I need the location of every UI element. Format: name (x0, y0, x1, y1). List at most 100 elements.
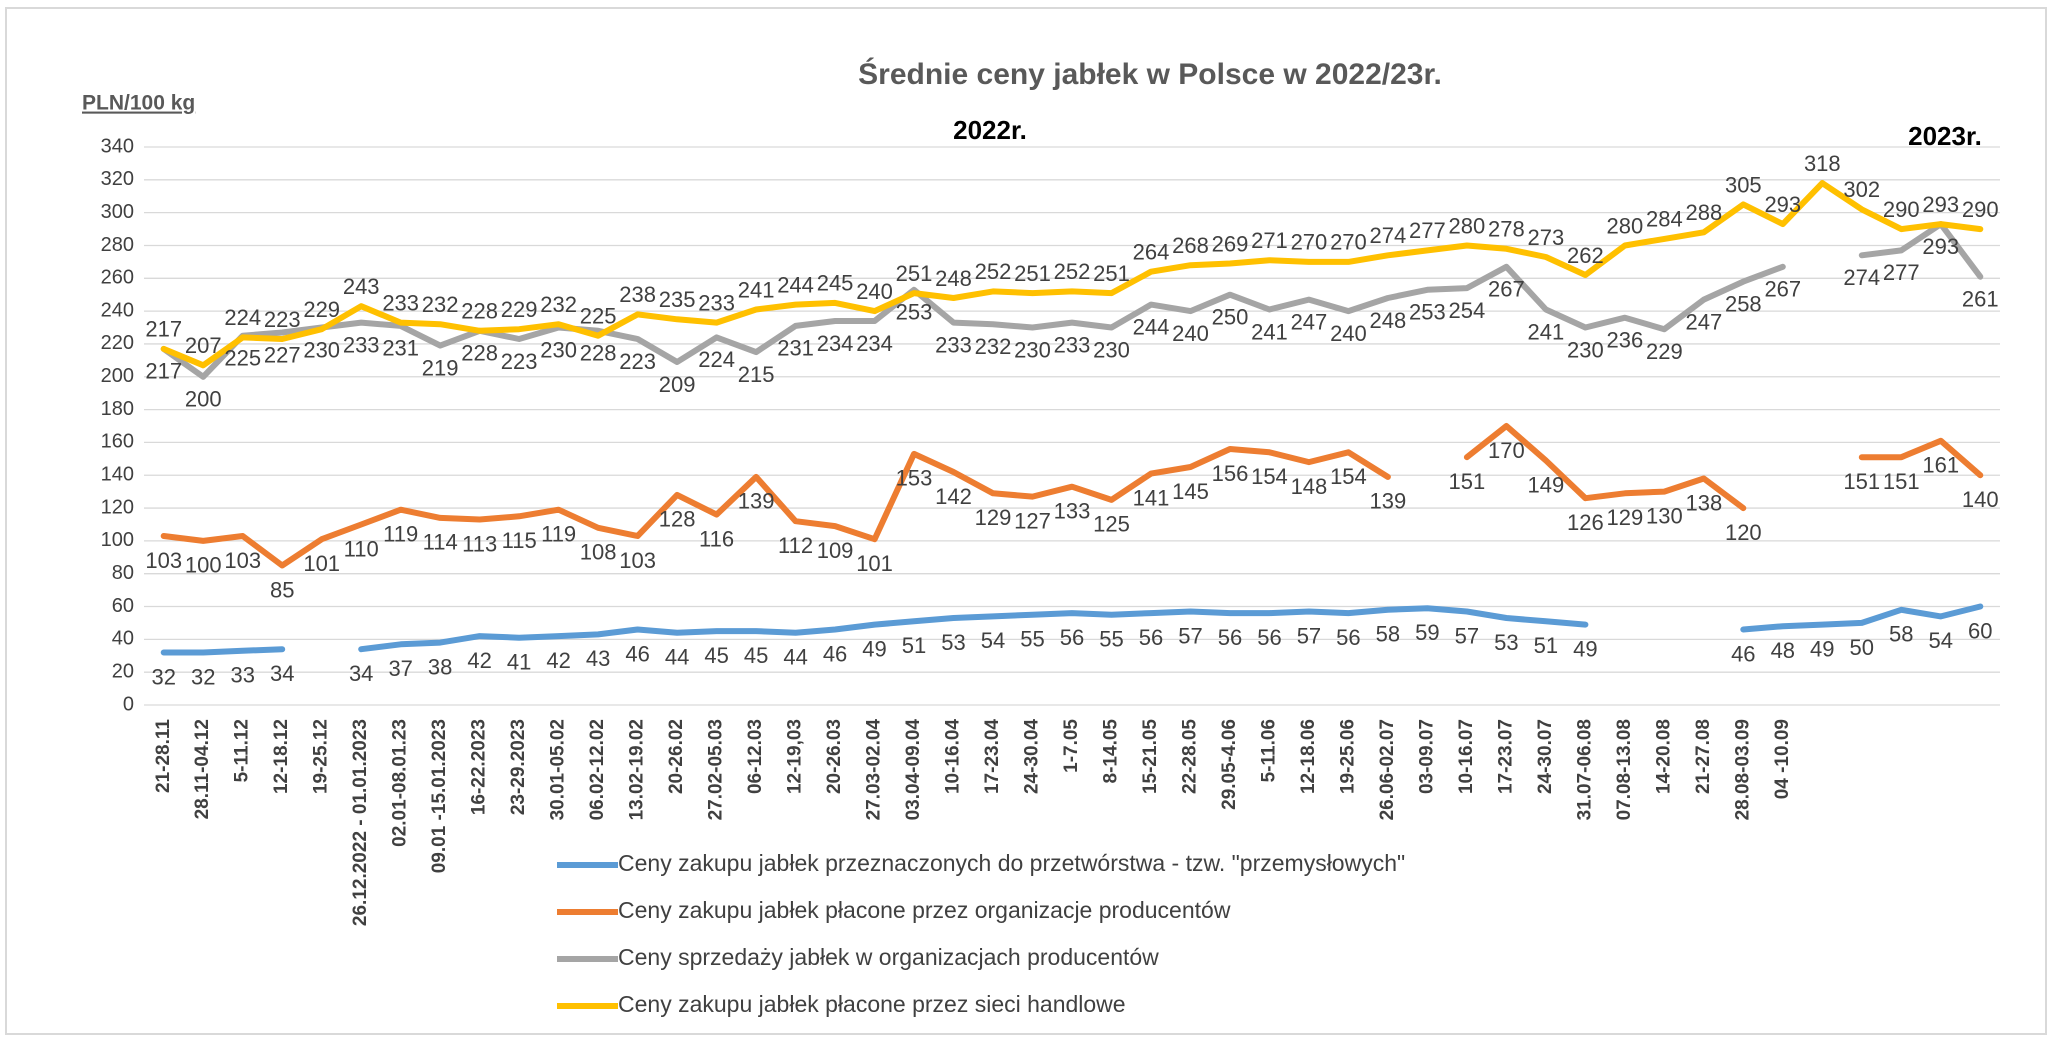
data-label: 274 (1370, 223, 1407, 248)
data-label: 41 (507, 650, 531, 675)
data-label: 145 (1172, 479, 1209, 504)
data-label: 273 (1528, 225, 1565, 250)
data-label: 129 (975, 505, 1012, 530)
x-tick-label: 07.08-13.08 (1614, 719, 1635, 820)
data-label: 240 (1330, 321, 1367, 346)
data-label: 138 (1685, 490, 1722, 515)
data-label: 261 (1962, 286, 1999, 311)
data-label: 277 (1409, 218, 1446, 243)
data-label: 129 (1606, 505, 1643, 530)
data-label: 224 (698, 347, 735, 372)
data-label: 42 (546, 648, 570, 673)
data-label: 236 (1606, 327, 1643, 352)
data-label: 153 (896, 466, 933, 491)
x-tick-label: 12-19,03 (785, 719, 806, 794)
data-label: 139 (1370, 489, 1407, 514)
y-tick-label: 180 (101, 398, 134, 420)
data-label: 217 (145, 317, 182, 342)
x-tick-label: 16-22.2023 (469, 719, 490, 815)
x-tick-label: 28.08-03.09 (1732, 719, 1753, 820)
data-label: 238 (619, 282, 656, 307)
data-label: 59 (1415, 620, 1439, 645)
data-label: 230 (1093, 337, 1130, 362)
x-tick-label: 27.03-02.04 (864, 719, 885, 821)
data-label: 60 (1968, 618, 1992, 643)
annotation: 2023r. (1908, 121, 1982, 151)
x-tick-label: 06-12.03 (745, 719, 766, 794)
x-tick-label: 8-14.05 (1101, 719, 1122, 784)
data-label: 55 (1099, 627, 1123, 652)
legend-label: Ceny zakupu jabłek przeznaczonych do prz… (618, 850, 1405, 876)
data-label: 223 (501, 349, 538, 374)
y-tick-label: 280 (101, 234, 134, 256)
data-label: 245 (817, 271, 854, 296)
data-label: 58 (1889, 622, 1913, 647)
x-tick-label: 20-26.02 (666, 719, 687, 794)
data-label: 243 (343, 274, 380, 299)
data-label: 250 (1212, 305, 1249, 330)
data-label: 288 (1685, 200, 1722, 225)
data-label: 302 (1843, 177, 1880, 202)
data-label: 55 (1020, 627, 1044, 652)
data-label: 267 (1764, 277, 1801, 302)
y-tick-label: 100 (101, 529, 134, 551)
data-label: 141 (1133, 485, 1170, 510)
data-label: 234 (817, 331, 854, 356)
data-label: 49 (1573, 636, 1597, 661)
data-label: 244 (777, 272, 814, 297)
data-label: 225 (580, 304, 617, 329)
x-tick-label: 26.06-02.07 (1377, 719, 1398, 820)
x-tick-label: 17-23.07 (1495, 719, 1516, 794)
data-label: 278 (1488, 217, 1525, 242)
data-label: 207 (185, 333, 222, 358)
data-label: 161 (1922, 453, 1959, 478)
series-line (160, 180, 1984, 369)
data-label: 103 (224, 548, 261, 573)
data-label: 133 (1054, 499, 1091, 524)
data-label: 252 (1054, 259, 1091, 284)
x-tick-label: 28.11-04.12 (192, 719, 213, 819)
x-tick-label: 13.02-19.02 (627, 719, 648, 820)
data-label: 151 (1449, 469, 1486, 494)
y-tick-label: 60 (112, 595, 134, 617)
series-line (160, 221, 1984, 380)
y-tick-label: 160 (101, 431, 134, 453)
data-label: 234 (856, 331, 893, 356)
x-tick-label: 04 -10.09 (1772, 719, 1793, 799)
data-label: 142 (935, 484, 972, 509)
chart-title: Średnie ceny jabłek w Polsce w 2022/23r. (858, 57, 1442, 91)
x-tick-label: 06.02-12.02 (587, 719, 608, 820)
data-label: 219 (422, 355, 459, 380)
data-label: 240 (856, 279, 893, 304)
data-label: 53 (1494, 630, 1518, 655)
data-label: 230 (1567, 337, 1604, 362)
data-label: 251 (896, 261, 933, 286)
data-label: 223 (619, 349, 656, 374)
data-label: 170 (1488, 438, 1525, 463)
data-label: 267 (1488, 277, 1525, 302)
data-label: 56 (1139, 625, 1163, 650)
data-label: 119 (541, 522, 576, 547)
x-tick-label: 10-16.04 (943, 719, 964, 794)
data-label: 290 (1883, 197, 1920, 222)
data-label: 217 (145, 359, 182, 384)
data-label: 46 (1731, 641, 1755, 666)
data-label: 258 (1725, 291, 1762, 316)
data-label: 240 (1172, 321, 1209, 346)
data-label: 37 (388, 656, 412, 681)
data-label: 114 (423, 530, 458, 555)
x-tick-label: 10-16.07 (1456, 719, 1477, 794)
data-label: 252 (975, 259, 1012, 284)
x-tick-label: 19-25.06 (1337, 719, 1358, 794)
y-tick-label: 0 (123, 693, 134, 715)
data-label: 284 (1646, 207, 1683, 232)
data-label: 45 (744, 643, 768, 668)
x-tick-label: 30.01-05.02 (548, 719, 569, 820)
data-label: 293 (1922, 192, 1959, 217)
data-label: 233 (1054, 332, 1091, 357)
x-tick-label: 12-18.06 (1298, 719, 1319, 794)
x-tick-label: 09.01 -15.01.2023 (429, 719, 450, 873)
data-label: 149 (1528, 472, 1565, 497)
data-label: 248 (935, 266, 972, 291)
data-label: 154 (1251, 464, 1288, 489)
